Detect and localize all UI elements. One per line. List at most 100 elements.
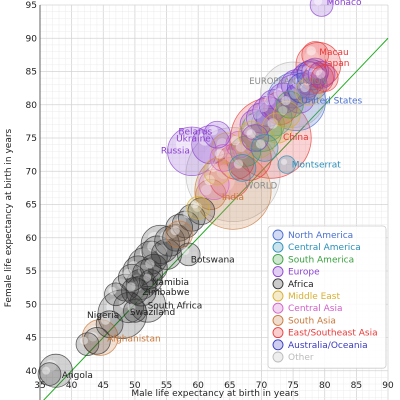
y-axis-label: Female life expectancy at birth in years <box>4 128 14 307</box>
y-tick-label: 50 <box>26 300 38 310</box>
y-tick-label: 80 <box>26 101 38 111</box>
axes: 3540455055606570758085903540455055606570… <box>26 1 394 400</box>
legend-entry-label: East/Southeast Asia <box>288 329 378 339</box>
point-label-monaco: Monaco <box>327 0 362 8</box>
bubble-country <box>121 277 149 305</box>
bubble-highlight <box>208 125 218 136</box>
bubble-highlight <box>135 292 149 306</box>
bubble-country <box>140 253 168 282</box>
bubble-country <box>187 197 216 225</box>
x-tick-label: 60 <box>192 381 204 391</box>
bubble-highlight <box>170 225 180 236</box>
bubble-highlight <box>201 184 212 196</box>
bubble-macau <box>301 41 330 69</box>
bubble-highlight <box>245 114 256 126</box>
x-tick-label: 65 <box>224 381 235 391</box>
bubble-highlight <box>251 108 263 119</box>
bubble-highlight <box>300 82 310 93</box>
point-label-zimbabwe: Zimbabwe <box>142 288 190 298</box>
reference-line <box>43 37 389 400</box>
bubble-country <box>195 179 227 211</box>
bubble-highlight <box>244 111 273 141</box>
point-label-india: India <box>222 193 244 203</box>
legend-entry-label: Europe <box>288 268 320 278</box>
bubble-highlight <box>281 158 288 166</box>
bubble-highlight <box>88 325 102 339</box>
bubble-highlight <box>302 74 313 86</box>
bubble-highlight <box>267 118 279 129</box>
bubble-highlight <box>145 258 155 269</box>
reference-line-group <box>43 37 389 400</box>
bubble-india <box>194 152 272 230</box>
legend-swatch <box>272 290 284 302</box>
bubble-highlight <box>126 282 136 292</box>
legend-entry-label: Africa <box>288 280 314 290</box>
point-label-china: China <box>283 133 309 143</box>
point-label-belarus: Belarus <box>178 128 212 138</box>
point-label-swaziland: Swaziland <box>130 308 175 318</box>
bubble-highlight <box>264 94 275 106</box>
bubble-highlight <box>108 286 117 295</box>
bubble-highlight <box>208 162 218 172</box>
legend: North America Central America South Americ… <box>267 225 387 369</box>
bubble-country <box>37 362 62 386</box>
bubble-country <box>186 196 210 220</box>
bubble-country <box>272 100 301 129</box>
x-tick-label: 55 <box>161 381 172 391</box>
x-tick-label: 45 <box>98 381 109 391</box>
bubble-highlight <box>255 139 266 149</box>
point-label-montserrat: Montserrat <box>292 161 341 171</box>
bubble-highlight <box>198 132 212 146</box>
bubble-highlight <box>143 273 152 282</box>
bubble-highlight <box>316 69 326 79</box>
legend-entry-label: Other <box>288 353 314 363</box>
bubble-country <box>276 90 304 119</box>
bubble-country <box>280 69 312 101</box>
y-tick-label: 40 <box>26 367 38 377</box>
legend-swatch <box>272 327 284 339</box>
legend-entry-label: North America <box>288 231 353 241</box>
y-tick-label: 95 <box>26 1 37 11</box>
y-tick-label: 65 <box>26 201 37 211</box>
bubble-highlight <box>273 88 285 99</box>
bubble-botswana <box>176 242 201 267</box>
point-label-angola: Angola <box>62 371 93 381</box>
legend-swatch <box>272 339 284 351</box>
bubble-montserrat <box>277 155 296 174</box>
bubble-highlight <box>278 106 288 116</box>
bubble-highlight <box>127 303 136 312</box>
bubble-highlight <box>303 50 320 66</box>
x-tick-label: 85 <box>351 381 362 391</box>
y-tick-label: 85 <box>26 68 37 78</box>
point-label-world: WORLD <box>245 182 278 192</box>
point-label-united-states: United States <box>301 96 362 106</box>
bubble-highlight <box>289 88 301 99</box>
bubble-highlight <box>314 0 323 6</box>
legend-swatch <box>272 229 284 241</box>
bubble-country <box>250 134 279 162</box>
legend-entry-label: Australia/Oceania <box>288 341 368 351</box>
point-label-south-africa: South Africa <box>148 301 203 311</box>
x-tick-label: 50 <box>129 381 141 391</box>
bubble-highlight <box>257 113 269 126</box>
bubble-country <box>228 154 257 182</box>
x-tick-label: 40 <box>66 381 78 391</box>
legend-entry-label: South Asia <box>288 316 336 326</box>
y-tick-label: 70 <box>26 167 38 177</box>
legend-entry-label: Central America <box>288 243 361 253</box>
legend-swatch <box>272 253 284 265</box>
bubble-highlight <box>42 366 51 375</box>
legend-swatch <box>272 266 284 278</box>
legend-swatch <box>272 351 284 363</box>
bubble-country <box>245 102 277 134</box>
bubble-highlight <box>100 315 111 325</box>
bubble-highlight <box>281 96 291 106</box>
point-label-afghanistan: Afghanistan <box>107 335 161 345</box>
y-tick-label: 75 <box>26 134 37 144</box>
bubble-country <box>268 82 300 114</box>
bubble-country <box>95 310 124 339</box>
bubble-highlight <box>233 159 244 169</box>
bubble-highlight <box>192 202 203 212</box>
x-tick-label: 70 <box>256 381 268 391</box>
